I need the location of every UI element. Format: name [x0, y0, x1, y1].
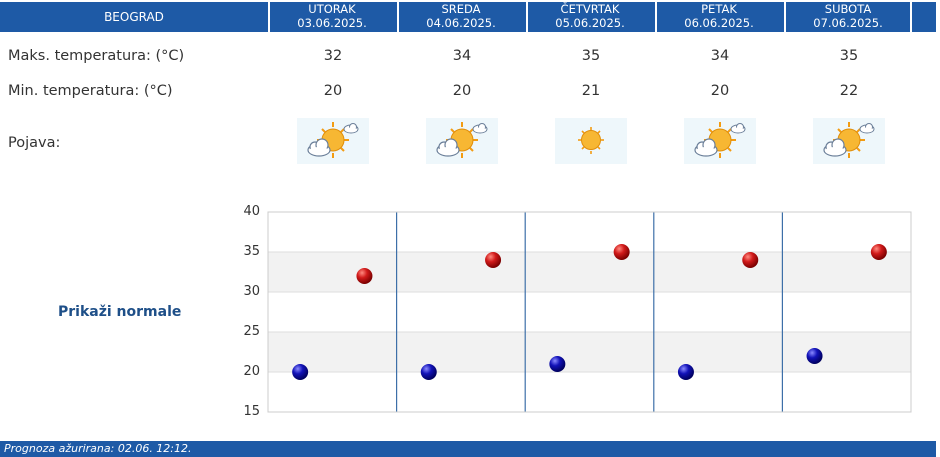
min-temp-point [292, 364, 309, 380]
y-tick-label: 35 [243, 244, 260, 259]
min-temp-day-3: 21 [581, 83, 601, 99]
max-temp-point [485, 252, 502, 268]
update-footer: Prognoza ažurirana: 02.06. 12:12. [0, 441, 936, 457]
max-temp-day-5: 35 [839, 48, 859, 64]
day-header-1: UTORAK 03.06.2025. [268, 2, 394, 32]
max-temp-point [356, 268, 373, 284]
day-header-3: ČETVRTAK 05.06.2025. [526, 2, 652, 32]
day-name: ČETVRTAK [560, 2, 620, 16]
show-normals-link[interactable]: Prikaži normale [58, 304, 182, 320]
day-date: 07.06.2025. [813, 15, 883, 30]
partly-cloudy-sun-icon [426, 118, 498, 164]
city-name: BEOGRAD [104, 10, 164, 24]
min-temp-label: Min. temperatura: (°C) [8, 83, 173, 99]
forecast-header: BEOGRAD UTORAK 03.06.2025. SREDA 04.06.2… [0, 2, 936, 32]
partly-cloudy-sun-icon [684, 118, 756, 164]
max-temp-point [870, 244, 887, 260]
day-header-4: PETAK 06.06.2025. [655, 2, 781, 32]
day-date: 05.06.2025. [555, 15, 625, 30]
max-temp-point [742, 252, 759, 268]
max-temp-day-2: 34 [452, 48, 472, 64]
day-name: PETAK [701, 2, 737, 16]
min-temp-day-2: 20 [452, 83, 472, 99]
phenomenon-label: Pojava: [8, 135, 61, 151]
day-header-5: SUBOTA 07.06.2025. [784, 2, 910, 32]
max-temp-label: Maks. temperatura: (°C) [8, 48, 185, 64]
y-tick-label: 25 [243, 324, 260, 339]
sun-icon [555, 118, 627, 164]
partly-cloudy-sun-icon [297, 118, 369, 164]
y-tick-label: 30 [243, 284, 260, 299]
max-temp-day-3: 35 [581, 48, 601, 64]
chart-band [268, 332, 911, 372]
chart-band [268, 252, 911, 292]
day-date: 06.06.2025. [684, 15, 754, 30]
min-temp-point [806, 348, 823, 364]
min-temp-point [420, 364, 437, 380]
partly-cloudy-sun-icon [813, 118, 885, 164]
y-tick-label: 15 [243, 404, 260, 419]
min-temp-day-5: 22 [839, 83, 859, 99]
min-temp-point [677, 364, 694, 380]
max-temp-day-1: 32 [323, 48, 343, 64]
header-spacer [910, 2, 912, 32]
max-temp-point [613, 244, 630, 260]
y-tick-label: 40 [243, 204, 260, 219]
min-temp-day-4: 20 [710, 83, 730, 99]
chart-frame [267, 211, 912, 413]
max-temp-day-4: 34 [710, 48, 730, 64]
day-name: UTORAK [308, 2, 356, 16]
y-tick-label: 20 [243, 364, 260, 379]
day-header-2: SREDA 04.06.2025. [397, 2, 523, 32]
min-temp-day-1: 20 [323, 83, 343, 99]
day-date: 03.06.2025. [297, 15, 367, 30]
min-temp-point [549, 356, 566, 372]
day-date: 04.06.2025. [426, 15, 496, 30]
day-name: SREDA [441, 2, 481, 16]
day-name: SUBOTA [824, 2, 872, 16]
